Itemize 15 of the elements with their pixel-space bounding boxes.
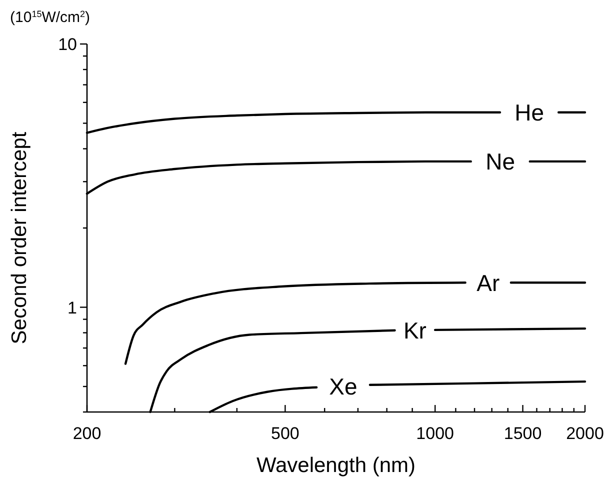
text: (10$^{15}$W/cm$^{2}$) (10, 9, 90, 26)
x-tick-label: 2000 (566, 424, 604, 443)
x-tick-label: 1500 (504, 424, 542, 443)
x-tick-label: 200 (72, 424, 102, 443)
series-label: Ar (476, 270, 500, 296)
y-tick-label: 10 (58, 35, 77, 54)
x-axis-title: Wavelength (nm) (256, 454, 416, 477)
x-tick-label: 1000 (416, 424, 454, 443)
series-label: Xe (329, 373, 358, 400)
x-tick-label: 500 (270, 424, 300, 443)
series-label: Kr (403, 317, 427, 344)
series-label: Ne (486, 148, 516, 175)
y-axis-title: Second order intercept (8, 132, 31, 344)
y-tick-label: 1 (68, 298, 77, 318)
series-label: He (514, 100, 544, 126)
